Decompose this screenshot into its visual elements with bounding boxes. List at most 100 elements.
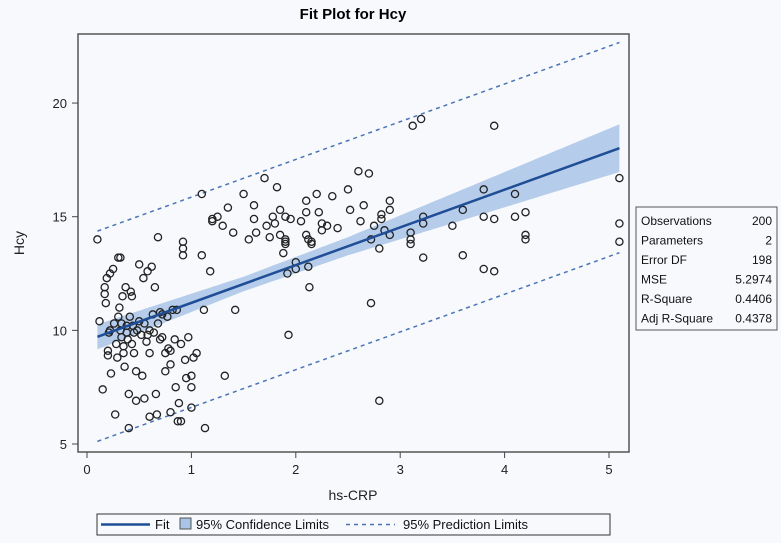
data-point (197, 251, 207, 260)
data-point (510, 212, 520, 221)
data-point (173, 417, 183, 426)
data-point (359, 201, 368, 210)
data-point (178, 251, 188, 260)
data-point (131, 367, 141, 376)
stats-value: 0.4378 (735, 312, 772, 326)
data-point (171, 382, 180, 392)
data-point (406, 239, 415, 249)
plot-area (93, 41, 624, 443)
data-point (114, 312, 123, 321)
data-point (143, 330, 152, 340)
data-point (615, 173, 624, 183)
stats-value: 198 (752, 253, 772, 267)
data-point (284, 330, 293, 340)
data-point (120, 362, 129, 371)
data-point (345, 205, 355, 215)
data-point (521, 230, 530, 240)
data-point (377, 214, 386, 224)
data-point (184, 332, 193, 342)
stats-value: 5.2974 (735, 273, 772, 287)
data-point (138, 371, 147, 381)
data-point (408, 121, 417, 131)
data-point (615, 219, 624, 228)
data-point (275, 230, 285, 240)
data-point (615, 237, 624, 246)
data-point (126, 287, 136, 296)
data-point (301, 196, 311, 206)
data-point (312, 189, 321, 199)
data-point (132, 326, 142, 335)
data-point (354, 166, 363, 176)
data-point (125, 312, 135, 321)
data-point (166, 346, 175, 356)
fit-statistics-table: Observations 200 Parameters 2 Error DF 198 MSE… (635, 206, 778, 331)
data-point (197, 189, 207, 199)
data-point (333, 223, 342, 233)
data-point (356, 216, 365, 226)
data-point (181, 373, 191, 383)
data-point (270, 219, 280, 228)
y-tick-label: 5 (60, 437, 67, 452)
data-point (262, 221, 271, 231)
data-point (489, 214, 499, 224)
data-point (145, 348, 154, 358)
data-point (385, 196, 395, 206)
x-tick-label: 5 (605, 462, 612, 477)
data-point (103, 351, 113, 360)
plot-frame (77, 33, 630, 453)
data-point (521, 235, 530, 244)
data-point (301, 230, 311, 240)
data-point (377, 210, 386, 219)
data-point (145, 326, 154, 335)
data-point (200, 423, 210, 433)
legend-border (96, 513, 611, 536)
data-point (489, 121, 499, 131)
data-point (103, 346, 113, 356)
data-point (208, 216, 217, 226)
data-point (134, 260, 144, 269)
data-point (307, 239, 316, 249)
data-point (139, 273, 148, 283)
data-point (113, 353, 122, 362)
stats-label: Parameters (641, 234, 703, 248)
data-point (366, 298, 376, 308)
y-tick-label: 15 (53, 210, 67, 225)
data-point (147, 262, 156, 271)
data-point (178, 237, 188, 246)
stats-table-border (635, 206, 778, 331)
data-point (244, 235, 254, 244)
data-point (448, 221, 457, 231)
data-point (127, 292, 137, 301)
data-point (137, 330, 146, 340)
data-point (479, 212, 488, 221)
data-point (119, 342, 128, 351)
data-point (281, 237, 290, 246)
data-point (458, 251, 468, 260)
data-point (301, 207, 311, 217)
data-point (115, 303, 124, 312)
data-point (164, 344, 173, 353)
data-point (155, 335, 165, 344)
data-point (176, 339, 186, 349)
data-point (150, 282, 160, 292)
data-point (131, 396, 141, 406)
data-point (283, 269, 292, 278)
data-point (166, 407, 175, 417)
data-point (220, 371, 230, 381)
data-point (479, 185, 488, 194)
data-point (213, 212, 222, 221)
confidence-band (97, 124, 620, 350)
data-point (328, 191, 337, 201)
data-point (418, 253, 428, 262)
data-point (416, 114, 426, 124)
data-point (251, 228, 261, 237)
data-point (153, 319, 163, 328)
stats-label: Adj R-Square (641, 312, 713, 326)
data-point (170, 335, 179, 344)
data-point (385, 205, 395, 215)
data-point (304, 262, 313, 271)
data-point (249, 214, 259, 224)
stats-label: MSE (641, 273, 667, 287)
fit-line (97, 146, 620, 338)
x-tick-label: 1 (188, 462, 195, 477)
